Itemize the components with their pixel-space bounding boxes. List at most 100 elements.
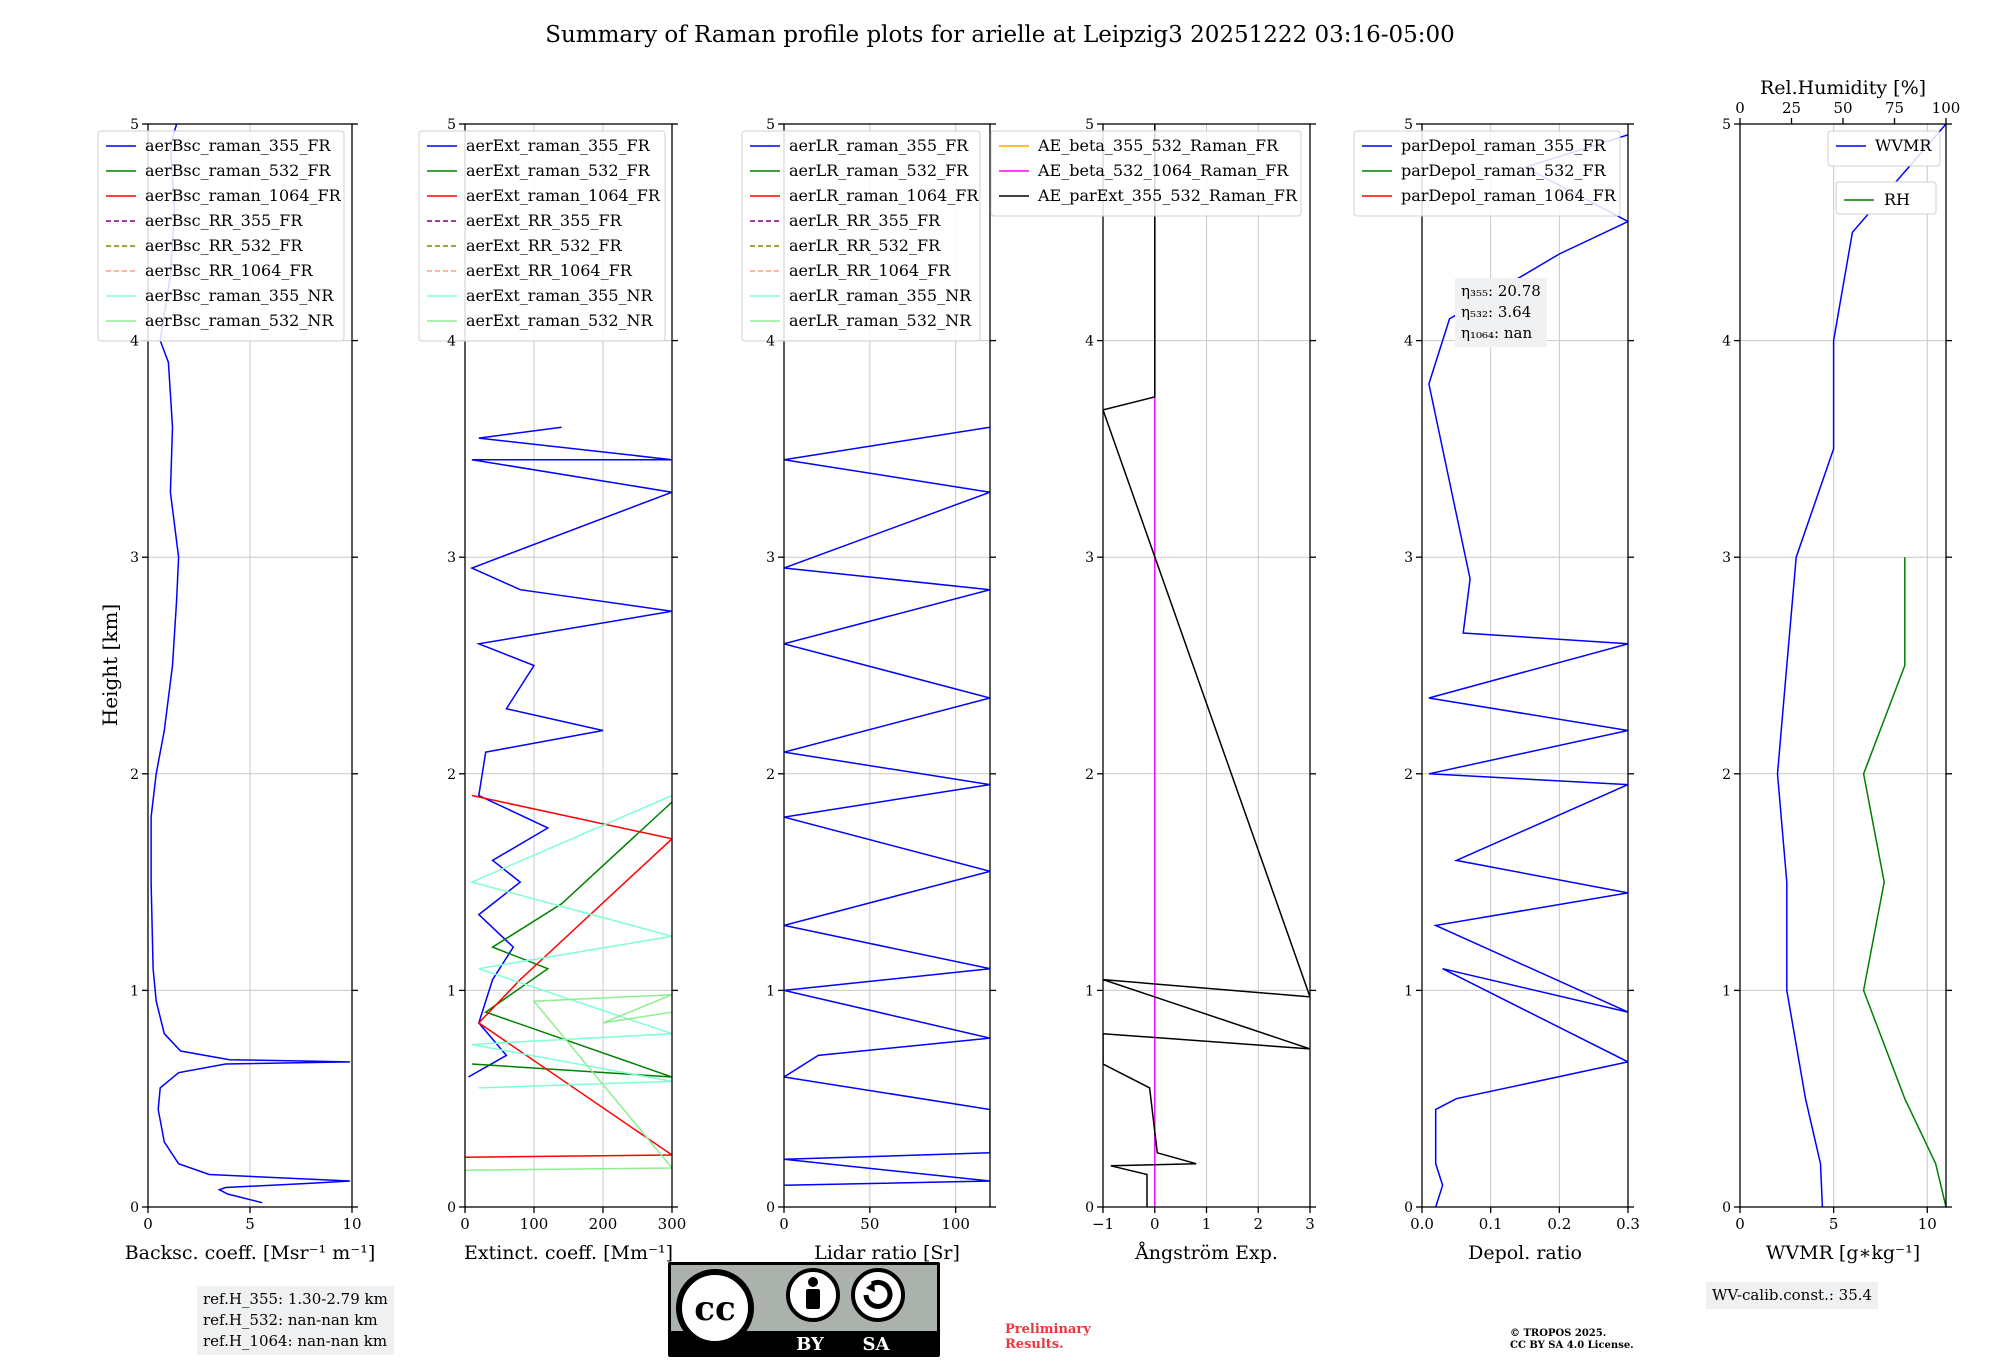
legend-label: aerBsc_raman_355_NR (145, 286, 334, 305)
ytick-label: 5 (1404, 117, 1413, 133)
ytick-label: 2 (1404, 767, 1413, 783)
ytick-label: 3 (766, 550, 775, 566)
legend-label: aerExt_RR_532_FR (466, 236, 623, 255)
ytick-label: 2 (1722, 767, 1731, 783)
xtick-label: 0.1 (1479, 1215, 1503, 1233)
plot-frame (783, 123, 991, 1208)
xtick-label: 2 (1253, 1215, 1263, 1233)
copyright-line-1: © TROPOS 2025. (1510, 1328, 1607, 1339)
legend-label: aerExt_raman_532_FR (466, 161, 651, 180)
ytick-label: 0 (766, 1200, 775, 1216)
top-tick-label: 75 (1885, 99, 1904, 117)
ytick-label: 3 (1722, 550, 1731, 566)
series-line-aerLR_raman_355_FR (784, 426, 990, 1187)
copyright-note: © TROPOS 2025. CC BY SA 4.0 License. (1510, 1328, 1634, 1352)
legend-label: aerLR_raman_355_NR (789, 286, 972, 305)
ytick-label: 3 (447, 550, 456, 566)
xtick-label: 50 (860, 1215, 879, 1233)
eta-355: η₃₅₅: 20.78 (1461, 282, 1541, 300)
legend-box-rh (1835, 181, 1937, 215)
ytick-label: 4 (130, 334, 139, 350)
xaxis-label: WVMR [g∗kg⁻¹] (1766, 1242, 1920, 1264)
series-line-RH (1862, 557, 1946, 1207)
xaxis-label: Ångström Exp. (1134, 1242, 1278, 1264)
xtick-label: 5 (1829, 1215, 1839, 1233)
ytick-label: 3 (1085, 550, 1094, 566)
legend-label: RH (1884, 190, 1910, 209)
ytick-label: 0 (1404, 1200, 1413, 1216)
ytick-label: 3 (1404, 550, 1413, 566)
legend-label: parDepol_raman_532_FR (1401, 161, 1607, 180)
preliminary-line-1: Preliminary (1005, 1322, 1091, 1337)
top-tick-label: 25 (1782, 99, 1801, 117)
xtick-label: 5 (245, 1215, 255, 1233)
ytick-label: 2 (1085, 767, 1094, 783)
legend-label: aerLR_RR_532_FR (789, 236, 941, 255)
top-tick-label: 0 (1735, 99, 1745, 117)
xaxis-label: Backsc. coeff. [Msr⁻¹ m⁻¹] (125, 1242, 376, 1264)
legend-label: WVMR (1875, 136, 1932, 155)
ytick-label: 1 (1404, 983, 1413, 999)
legend-label: aerExt_RR_1064_FR (466, 261, 633, 280)
wv-calib-text: WV-calib.const.: 35.4 (1712, 1286, 1873, 1304)
xaxis-label: Extinct. coeff. [Mm⁻¹] (464, 1242, 673, 1264)
ytick-label: 5 (1085, 117, 1094, 133)
legend-box (97, 130, 345, 342)
yaxis-label: Height [km] (98, 604, 122, 726)
legend-label: aerBsc_raman_355_FR (145, 136, 331, 155)
legend-label: aerLR_RR_355_FR (789, 211, 941, 230)
sa-share-icon (851, 1268, 905, 1322)
ytick-label: 4 (1722, 334, 1731, 350)
xtick-label: 0 (779, 1215, 789, 1233)
plot-frame (1421, 123, 1629, 1208)
cc-text: cc (694, 1289, 735, 1329)
preliminary-line-2: Results. (1005, 1337, 1064, 1352)
ytick-label: 3 (130, 550, 139, 566)
ytick-label: 2 (766, 767, 775, 783)
ytick-label: 4 (447, 334, 456, 350)
top-tick-label: 100 (1932, 99, 1961, 117)
eta-box: η₃₅₅: 20.78 η₅₃₂: 3.64 η₁₀₆₄: nan (1455, 278, 1547, 347)
legend-box (990, 130, 1302, 217)
ytick-label: 5 (447, 117, 456, 133)
legend-label: aerBsc_RR_355_FR (145, 211, 303, 230)
legend-label: aerExt_raman_532_NR (466, 311, 654, 330)
ytick-label: 0 (1722, 1200, 1731, 1216)
cc-circle-icon (676, 1269, 754, 1347)
ytick-label: 0 (1085, 1200, 1094, 1216)
top-axis-label: Rel.Humidity [%] (1760, 77, 1926, 99)
legend-label: aerExt_raman_1064_FR (466, 186, 661, 205)
ref-h-355: ref.H_355: 1.30-2.79 km (203, 1290, 388, 1308)
xaxis-label: Lidar ratio [Sr] (814, 1242, 960, 1264)
legend-label: aerExt_RR_355_FR (466, 211, 623, 230)
by-label: BY (796, 1334, 825, 1355)
legend-label: aerBsc_RR_532_FR (145, 236, 303, 255)
series-line-parDepol_raman_355_FR (1428, 134, 1628, 1207)
ref-h-532: ref.H_532: nan-nan km (203, 1311, 378, 1329)
eta-1064: η₁₀₆₄: nan (1461, 324, 1533, 342)
panel-bsc (97, 123, 358, 1213)
legend-label: aerBsc_RR_1064_FR (145, 261, 314, 280)
legend-label: aerExt_raman_355_FR (466, 136, 651, 155)
panel-ext (418, 123, 678, 1213)
xtick-label: 0.0 (1410, 1215, 1434, 1233)
legend-label: aerBsc_raman_532_FR (145, 161, 331, 180)
ytick-label: 2 (447, 767, 456, 783)
top-tick-label: 50 (1833, 99, 1852, 117)
xtick-label: 100 (941, 1215, 970, 1233)
ytick-label: 5 (766, 117, 775, 133)
ytick-label: 4 (766, 334, 775, 350)
legend-box (1827, 130, 1941, 167)
legend-box (1353, 130, 1621, 217)
ytick-label: 1 (1085, 983, 1094, 999)
legend-label: aerBsc_raman_532_NR (145, 311, 334, 330)
panel-ae (990, 123, 1316, 1213)
xaxis-label: Depol. ratio (1468, 1242, 1582, 1264)
legend-label: aerExt_raman_355_NR (466, 286, 654, 305)
legend-box (418, 130, 666, 342)
ytick-label: 5 (130, 117, 139, 133)
xtick-label: 100 (520, 1215, 549, 1233)
xtick-label: 0 (460, 1215, 470, 1233)
ref-height-box: ref.H_355: 1.30-2.79 km ref.H_532: nan-n… (197, 1286, 394, 1355)
